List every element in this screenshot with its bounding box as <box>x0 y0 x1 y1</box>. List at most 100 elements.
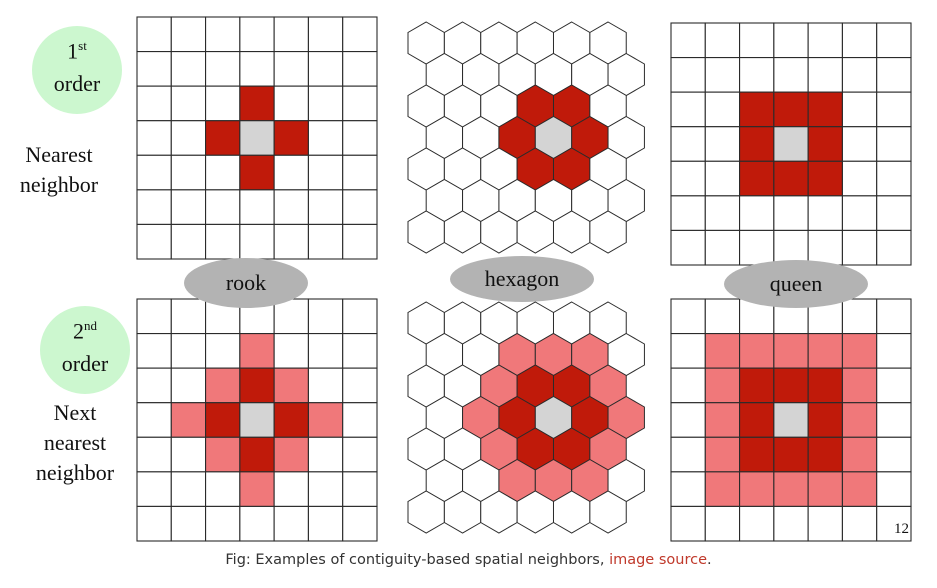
grid-cell <box>273 298 309 335</box>
grid-cell <box>170 367 207 404</box>
next-nearest-neighbor-label: Next nearest neighbor <box>20 398 130 488</box>
grid-cell <box>273 223 309 260</box>
grid-cell <box>876 367 912 404</box>
grid-cell <box>170 402 207 438</box>
grid-cell <box>136 471 172 507</box>
grid-cell <box>739 91 775 128</box>
grid-cell <box>841 505 878 542</box>
image-source-link[interactable]: image source <box>609 552 707 568</box>
grid-cell <box>307 505 344 542</box>
grid-cell <box>773 471 809 507</box>
grid-cell <box>807 436 843 473</box>
grid-cell <box>807 160 843 197</box>
grid-cell <box>205 120 241 156</box>
grid-cell <box>307 298 344 335</box>
grid-cell <box>136 189 172 225</box>
grid-cell <box>670 402 706 438</box>
grid-cell <box>773 195 809 231</box>
grid-cell <box>342 189 378 225</box>
nearest-neighbor-label: Nearest neighbor <box>10 140 108 200</box>
grid-cell <box>307 51 344 87</box>
side-label-line: neighbor <box>19 172 99 197</box>
queen-first-order-grid <box>670 22 912 266</box>
grid-cell <box>273 505 309 542</box>
grid-cell <box>170 51 207 87</box>
first-order-badge: 1st order <box>32 26 122 114</box>
grid-cell <box>307 436 344 473</box>
grid-cell <box>170 505 207 542</box>
grid-cell <box>739 505 775 542</box>
grid-cell <box>807 195 843 231</box>
page-number: 12 <box>894 521 909 537</box>
grid-cell <box>205 436 241 473</box>
grid-cell <box>807 57 843 93</box>
grid-cell <box>876 22 912 59</box>
grid-cell <box>841 298 878 335</box>
grid-cell <box>876 160 912 197</box>
grid-cell <box>205 402 241 438</box>
grid-cell <box>239 333 275 369</box>
grid-cell <box>704 367 741 404</box>
grid-cell <box>773 126 809 162</box>
grid-cell <box>205 154 241 191</box>
grid-cell <box>841 126 878 162</box>
grid-cell <box>307 333 344 369</box>
side-label-line: Nearest <box>25 142 93 167</box>
second-order-number: 2 <box>73 318 84 344</box>
grid-cell <box>170 85 207 122</box>
grid-cell <box>841 367 878 404</box>
grid-cell <box>876 126 912 162</box>
grid-cell <box>876 471 912 507</box>
rook-second-order-grid <box>136 298 378 542</box>
grid-cell <box>704 126 741 162</box>
hex-cell <box>589 210 627 254</box>
caption: Fig: Examples of contiguity-based spatia… <box>0 552 937 568</box>
grid-cell <box>205 333 241 369</box>
grid-cell <box>136 436 172 473</box>
grid-cell <box>841 57 878 93</box>
grid-cell <box>273 189 309 225</box>
grid-cell <box>876 402 912 438</box>
grid-cell <box>670 298 706 335</box>
grid-cell <box>136 85 172 122</box>
grid-cell <box>205 51 241 87</box>
grid-cell <box>739 471 775 507</box>
grid-cell <box>739 402 775 438</box>
grid-cell <box>136 154 172 191</box>
grid-cell <box>342 436 378 473</box>
caption-end: . <box>707 552 712 568</box>
hexagon-second-order-grid <box>407 301 645 534</box>
queen-label: queen <box>724 260 868 308</box>
grid-cell <box>170 436 207 473</box>
grid-cell <box>841 160 878 197</box>
hexagon-label-text: hexagon <box>484 266 560 291</box>
grid-cell <box>170 120 207 156</box>
first-order-number: 1 <box>67 38 79 64</box>
grid-cell <box>876 229 912 266</box>
grid-cell <box>704 471 741 507</box>
grid-cell <box>307 16 344 53</box>
grid-cell <box>273 120 309 156</box>
grid-cell <box>136 298 172 335</box>
grid-cell <box>170 298 207 335</box>
grid-cell <box>136 120 172 156</box>
grid-cell <box>773 367 809 404</box>
grid-cell <box>739 229 775 266</box>
grid-cell <box>136 51 172 87</box>
grid-cell <box>239 85 275 122</box>
grid-cell <box>670 91 706 128</box>
grid-cell <box>841 195 878 231</box>
grid-cell <box>170 154 207 191</box>
grid-cell <box>773 505 809 542</box>
grid-cell <box>342 367 378 404</box>
grid-cell <box>841 471 878 507</box>
hex-cell <box>589 490 627 534</box>
grid-cell <box>670 471 706 507</box>
grid-cell <box>170 189 207 225</box>
queen-label-text: queen <box>769 271 823 296</box>
grid-cell <box>773 333 809 369</box>
grid-cell <box>704 436 741 473</box>
grid-cell <box>205 189 241 225</box>
grid-cell <box>136 16 172 53</box>
